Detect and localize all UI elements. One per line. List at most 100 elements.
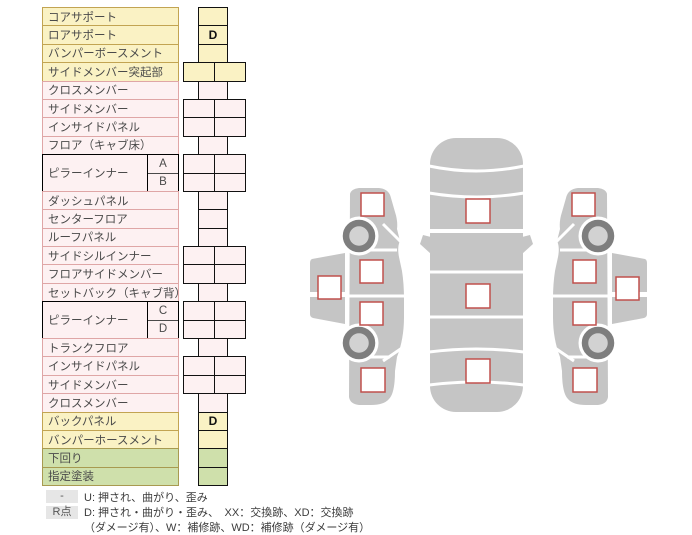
mark-cell[interactable] [214, 301, 246, 321]
part-label: バンパーボースメント [48, 48, 163, 61]
part-row: インサイドパネル [42, 356, 179, 376]
part-row: サイドメンバー [42, 374, 179, 395]
mark-cell[interactable] [214, 172, 246, 192]
mark-cell[interactable] [214, 62, 246, 82]
mark-cell[interactable] [198, 429, 228, 450]
mark-row [183, 98, 247, 119]
part-row: 下回り [42, 448, 179, 468]
part-row: ダッシュパネル [42, 190, 179, 211]
mark-cell[interactable]: D [198, 411, 228, 431]
mark-cell[interactable] [183, 117, 215, 137]
part-label: バックパネル [48, 416, 117, 429]
part-row: 指定塗装 [42, 466, 179, 487]
legend-row-u: - U: 押され、曲がり、歪み [46, 489, 370, 504]
mark-cell[interactable] [183, 246, 215, 266]
part-label: ピラーインナー [48, 168, 129, 181]
part-row: ロアサポート [42, 25, 179, 45]
mark-cell[interactable] [214, 246, 246, 266]
part-label: セットバック（キャブ背） [48, 287, 178, 300]
mark-cell[interactable] [183, 98, 215, 119]
mark-cell[interactable] [198, 135, 228, 156]
part-row: セットバック（キャブ背） [42, 282, 179, 303]
mark-cell[interactable] [214, 154, 246, 174]
mark-cell[interactable] [183, 154, 215, 174]
damage-point-left-body-side[interactable] [317, 275, 342, 300]
part-label: サイドメンバー [48, 103, 129, 116]
damage-point-right-rear-fender[interactable] [572, 367, 598, 393]
part-label: センターフロア [48, 214, 128, 226]
part-row: バンパーボースメント [42, 43, 179, 64]
mark-cell[interactable] [198, 43, 228, 64]
mark-cell[interactable] [198, 209, 228, 229]
legend-key-dash: - [46, 490, 78, 504]
mark-cell[interactable] [198, 448, 228, 468]
damage-point-right-front-fender[interactable] [571, 192, 596, 217]
mark-cell[interactable] [198, 227, 228, 248]
part-label: クロスメンバー [48, 397, 129, 410]
mark-row [183, 43, 247, 64]
damage-point-left-rear-fender[interactable] [360, 367, 386, 393]
mark-cell[interactable] [183, 62, 215, 82]
mark-cell[interactable] [214, 264, 246, 284]
part-label: ダッシュパネル [48, 195, 129, 208]
mark-cell[interactable] [183, 301, 215, 321]
damage-point-right-front-door[interactable] [572, 259, 597, 284]
part-label: ルーフパネル [48, 232, 117, 245]
mark-cell[interactable] [214, 117, 246, 137]
damage-point-top-hood[interactable] [465, 198, 491, 224]
mark-cell[interactable] [183, 319, 215, 340]
mark-cell[interactable] [198, 190, 228, 211]
legend-text-r: D: 押され・曲がり・歪み、 XX：交換跡、XD：交換跡 [84, 507, 354, 520]
mark-row [183, 282, 247, 303]
right-view-rear-wheel-icon [581, 326, 615, 360]
mark-cell[interactable] [183, 264, 215, 284]
part-label: 指定塗装 [48, 471, 94, 484]
mark-row: D [183, 411, 247, 431]
part-row: コアサポート [42, 7, 179, 27]
part-label: ピラーインナー [48, 315, 129, 328]
damage-point-left-front-door[interactable] [359, 259, 384, 284]
mark-row [183, 466, 247, 487]
damage-point-right-body-side[interactable] [615, 276, 640, 301]
damage-point-top-roof[interactable] [465, 283, 491, 309]
mark-cell[interactable] [198, 393, 228, 413]
mark-cell[interactable] [198, 466, 228, 487]
mark-cell[interactable] [214, 356, 246, 376]
part-label: インサイドパネル [48, 361, 140, 374]
mark-cell[interactable] [198, 338, 228, 358]
mark-row [183, 227, 247, 248]
part-row: ルーフパネル [42, 227, 179, 248]
damage-point-top-trunk[interactable] [465, 358, 491, 384]
mark-cell[interactable] [198, 7, 228, 27]
mark-cell[interactable] [198, 282, 228, 303]
part-label: サイドメンバー突起部 [48, 66, 163, 79]
part-row: バックパネル [42, 411, 179, 432]
mark-row [183, 190, 247, 211]
mark-cell[interactable] [214, 374, 246, 395]
mark-cell[interactable] [183, 172, 215, 192]
mark-row [183, 117, 247, 137]
mark-row [183, 338, 247, 358]
mark-row [183, 301, 247, 321]
mark-row [183, 7, 247, 27]
part-label: フロアサイドメンバー [48, 269, 163, 282]
left-mirror-icon [420, 235, 431, 254]
mark-cell[interactable] [198, 80, 228, 100]
mark-row [183, 374, 247, 395]
part-row: サイドメンバー [42, 98, 179, 119]
legend: - U: 押され、曲がり、歪み R点 D: 押され・曲がり・歪み、 XX：交換跡、X… [46, 489, 370, 535]
damage-point-left-rear-door[interactable] [359, 301, 384, 326]
part-label: バンパーホースメント [48, 434, 163, 447]
part-sub-label: C [158, 304, 168, 317]
mark-cell[interactable] [214, 98, 246, 119]
mark-cell[interactable] [183, 356, 215, 376]
mark-cell[interactable] [183, 374, 215, 395]
damage-point-left-front-fender[interactable] [360, 192, 385, 217]
mark-cell[interactable] [214, 319, 246, 340]
mark-cell[interactable]: D [198, 25, 228, 45]
part-sub-label: D [148, 319, 178, 338]
part-row: クロスメンバー [42, 393, 179, 413]
part-row: バンパーホースメント [42, 430, 179, 450]
damage-point-right-rear-door[interactable] [572, 301, 597, 326]
